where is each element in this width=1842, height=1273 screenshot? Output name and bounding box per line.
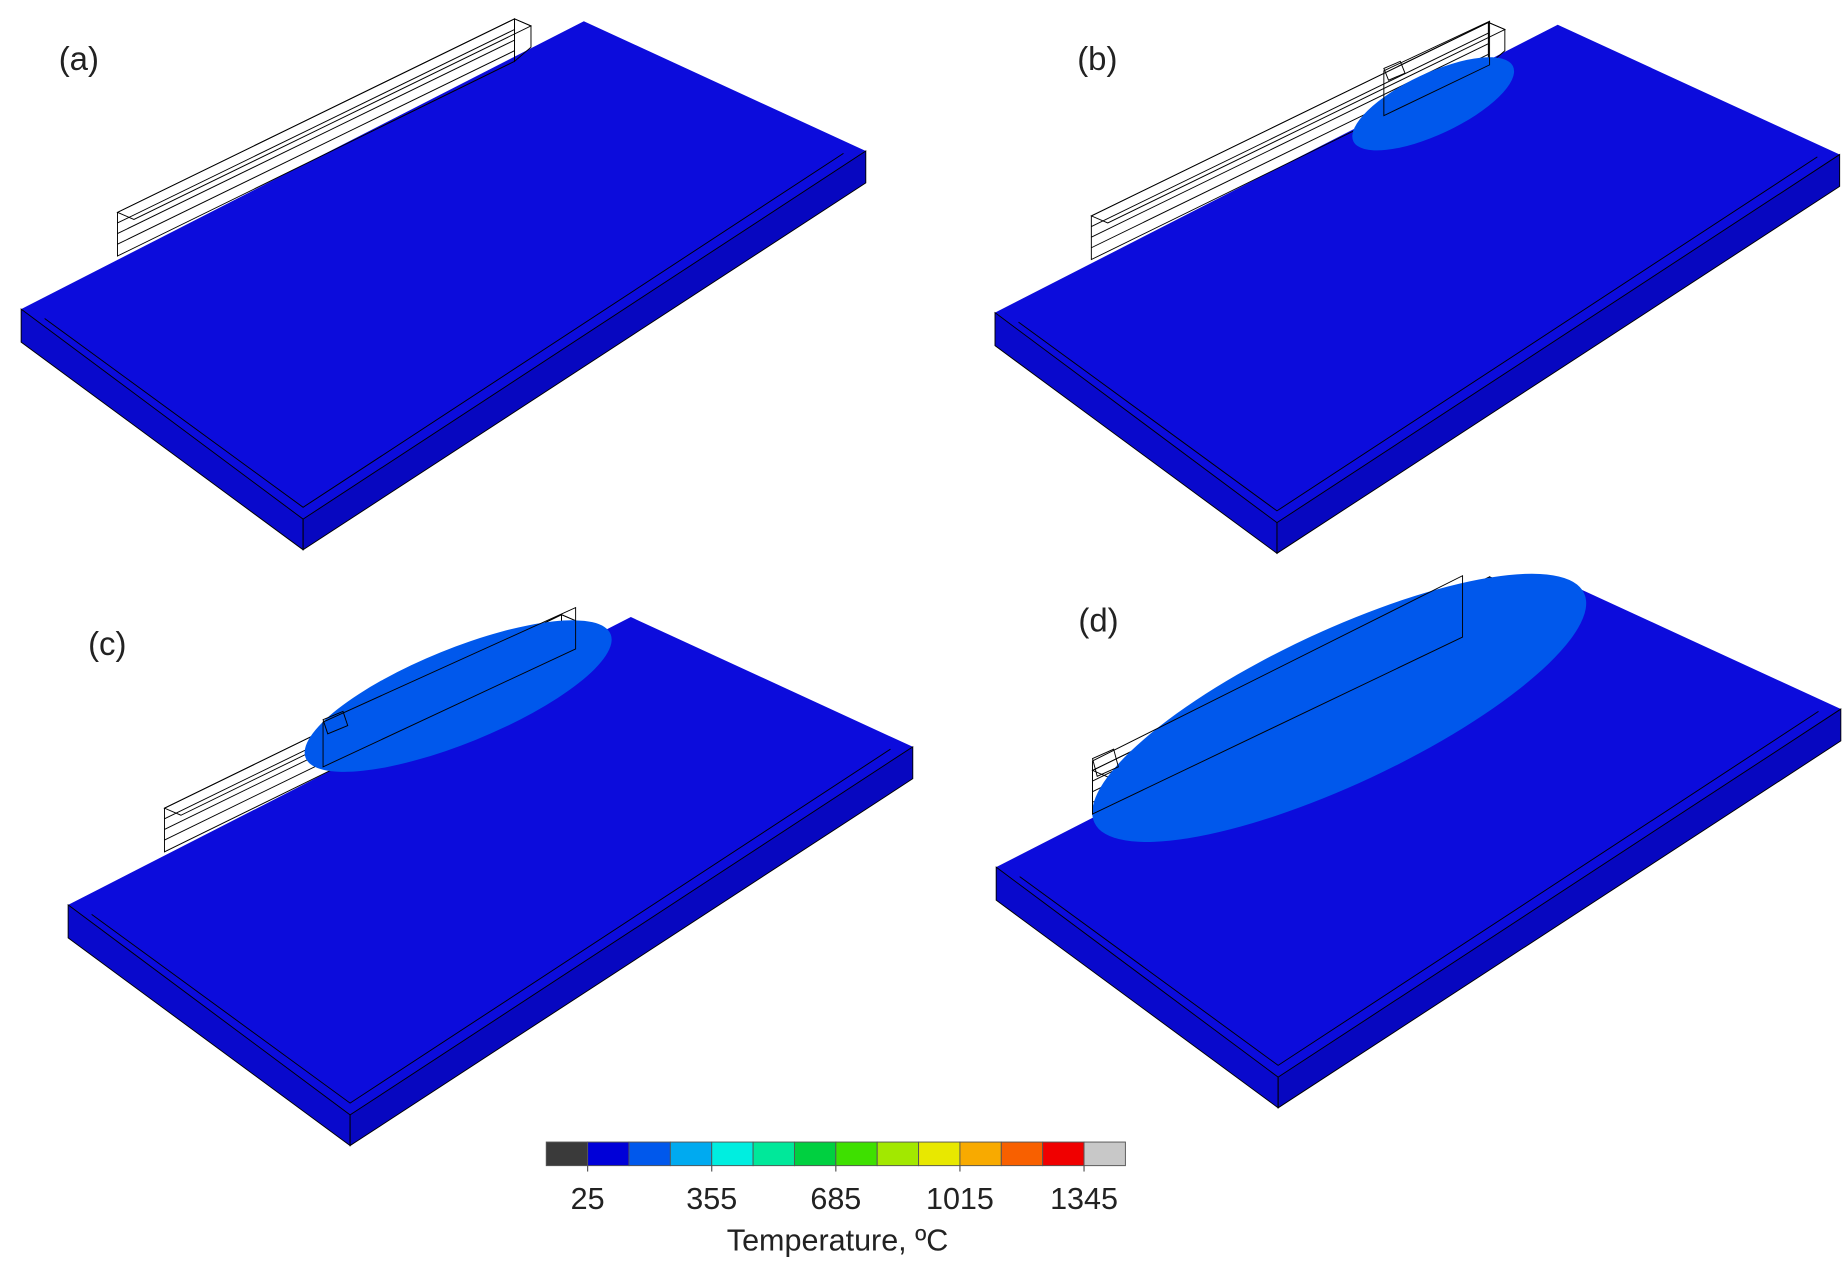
colorbar-segment <box>1000 1141 1044 1167</box>
colorbar-segment <box>1083 1141 1126 1167</box>
panel-label: (c) <box>88 625 126 662</box>
colorbar-segment <box>793 1141 837 1167</box>
colorbar-segment <box>752 1141 795 1167</box>
panel-b <box>994 20 1841 554</box>
panel-label: (b) <box>1077 40 1117 77</box>
colorbar-segment <box>835 1141 878 1167</box>
panel-label: (a) <box>59 40 99 77</box>
panel-c <box>67 606 914 1147</box>
colorbar-title: Temperature, ºC <box>727 1223 949 1257</box>
tick-label: 1345 <box>1050 1182 1118 1216</box>
panel-a <box>20 18 867 551</box>
colorbar-segment <box>1042 1141 1085 1167</box>
colorbar-segment <box>959 1141 1002 1167</box>
tick-label: 685 <box>810 1182 861 1216</box>
colorbar-segment <box>876 1141 920 1167</box>
panel-d <box>995 573 1842 1109</box>
colorbar-segment <box>918 1141 961 1167</box>
tick-label: 25 <box>571 1182 605 1216</box>
colorbar-segment <box>669 1141 713 1167</box>
colorbar-segment <box>711 1141 754 1167</box>
tick-label: 1015 <box>926 1182 994 1216</box>
colorbar: 25 355 685 1015 1345 <box>545 1141 1126 1216</box>
panel-label: (d) <box>1078 602 1118 639</box>
tick-label: 355 <box>686 1182 737 1216</box>
colorbar-segment <box>587 1141 630 1167</box>
colorbar-segment <box>545 1141 589 1167</box>
colorbar-segment <box>628 1141 671 1167</box>
